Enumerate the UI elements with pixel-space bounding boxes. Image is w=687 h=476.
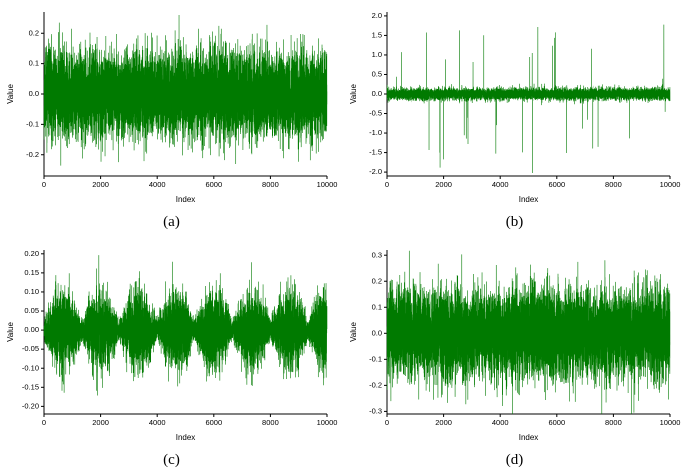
caption-b: (b) — [505, 214, 524, 230]
plot-canvas-c — [4, 242, 339, 444]
panel-a: (a) — [0, 0, 343, 238]
caption-c: (c) — [163, 452, 180, 468]
panel-c: (c) — [0, 238, 343, 476]
caption-a: (a) — [163, 214, 180, 230]
plot-canvas-b — [347, 4, 682, 206]
plot-canvas-a — [4, 4, 339, 206]
caption-d: (d) — [505, 452, 524, 468]
panel-d: (d) — [343, 238, 686, 476]
panel-b: (b) — [343, 0, 686, 238]
plot-canvas-d — [347, 242, 682, 444]
